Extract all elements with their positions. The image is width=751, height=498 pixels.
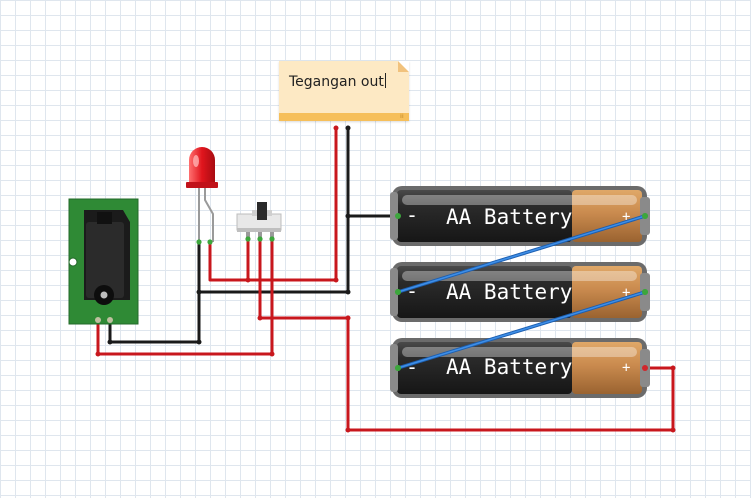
red-led-icon[interactable] — [186, 147, 218, 245]
note-fold-corner — [398, 61, 409, 72]
aa-battery-3[interactable]: - AA Battery + — [390, 338, 650, 398]
resize-grip-icon[interactable]: ⁞⁞ — [400, 113, 404, 120]
battery-1-minus-label: - — [406, 203, 418, 227]
note-resize-bar[interactable] — [279, 113, 409, 121]
battery-2-minus-label: - — [406, 279, 418, 303]
wire-junctions — [95, 125, 676, 433]
battery-1-plus-label: + — [622, 209, 630, 225]
battery-3-label: AA Battery — [446, 355, 572, 379]
battery-3-plus-label: + — [622, 360, 630, 376]
text-caret — [384, 73, 386, 88]
battery-1-label: AA Battery — [446, 205, 572, 229]
aa-battery-1[interactable]: - AA Battery + — [390, 186, 650, 246]
sticky-note[interactable]: Tegangan out ⁞⁞ — [279, 61, 409, 121]
dc-barrel-jack-icon[interactable] — [68, 198, 139, 325]
slide-switch-icon[interactable] — [236, 202, 282, 242]
battery-3-minus-label: - — [406, 355, 418, 379]
note-text-value: Tegangan out — [289, 74, 384, 90]
battery-2-label: AA Battery — [446, 280, 572, 304]
series-wires — [395, 213, 648, 371]
red-wire-switch-right[interactable] — [96, 238, 274, 356]
note-text[interactable]: Tegangan out — [289, 73, 386, 90]
battery-2-plus-label: + — [622, 285, 630, 301]
aa-battery-2[interactable]: - AA Battery + — [390, 262, 650, 322]
